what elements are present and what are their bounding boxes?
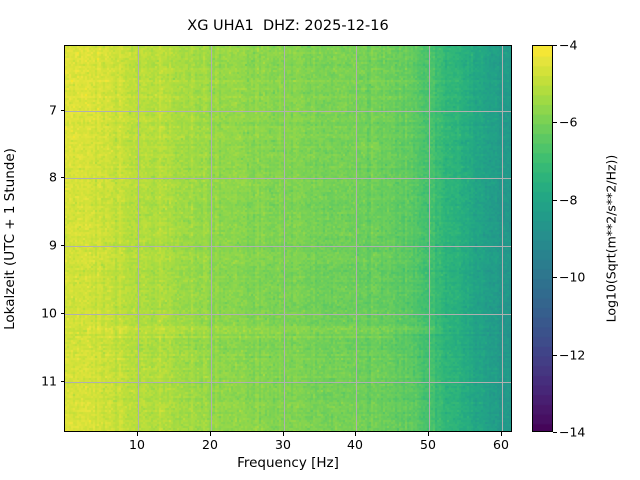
x-tick-mark: [210, 432, 211, 436]
y-tick-label: 9: [49, 237, 57, 253]
y-tick-mark: [60, 313, 64, 314]
y-tick-label: 7: [49, 102, 57, 118]
colorbar-tick-mark: [553, 45, 557, 46]
x-axis-label: Frequency [Hz]: [237, 455, 339, 471]
y-tick-label: 10: [41, 305, 57, 321]
colorbar-tick-label: −10: [559, 269, 586, 285]
colorbar-tick-mark: [553, 432, 557, 433]
x-tick-label: 10: [129, 437, 145, 452]
colorbar-tick-mark: [553, 277, 557, 278]
colorbar-tick-mark: [553, 355, 557, 356]
x-tick-mark: [355, 432, 356, 436]
colorbar: [532, 45, 553, 432]
page-title: XG UHA1 DHZ: 2025-12-16: [187, 18, 389, 34]
spectrogram-image: [65, 46, 511, 431]
colorbar-tick-label: −4: [559, 37, 578, 53]
x-tick-mark: [137, 432, 138, 436]
y-tick-mark: [60, 245, 64, 246]
x-tick-mark: [428, 432, 429, 436]
x-tick-label: 50: [420, 437, 436, 452]
colorbar-tick-mark: [553, 200, 557, 201]
colorbar-tick-label: −6: [559, 114, 578, 130]
x-tick-label: 30: [275, 437, 291, 452]
colorbar-label-text: Log10(Sqrt(m**2/s**2/Hz)): [603, 154, 619, 323]
y-tick-mark: [60, 110, 64, 111]
colorbar-tick-mark: [553, 122, 557, 123]
x-tick-mark: [283, 432, 284, 436]
colorbar-tick-label: −14: [559, 424, 586, 440]
colorbar-gradient: [533, 46, 552, 431]
spectrogram-plot-area: [64, 45, 512, 432]
y-axis-label: Lokalzeit (UTC + 1 Stunde): [0, 45, 20, 432]
colorbar-label: Log10(Sqrt(m**2/s**2/Hz)): [600, 45, 622, 432]
x-tick-mark: [501, 432, 502, 436]
y-axis-label-text: Lokalzeit (UTC + 1 Stunde): [2, 147, 19, 330]
colorbar-tick-label: −12: [559, 347, 586, 363]
x-tick-label: 20: [202, 437, 218, 452]
y-tick-label: 8: [49, 169, 57, 185]
y-tick-label: 11: [41, 373, 57, 389]
colorbar-tick-label: −8: [559, 192, 578, 208]
x-tick-label: 40: [347, 437, 363, 452]
y-tick-mark: [60, 177, 64, 178]
x-tick-label: 60: [493, 437, 509, 452]
y-tick-mark: [60, 381, 64, 382]
